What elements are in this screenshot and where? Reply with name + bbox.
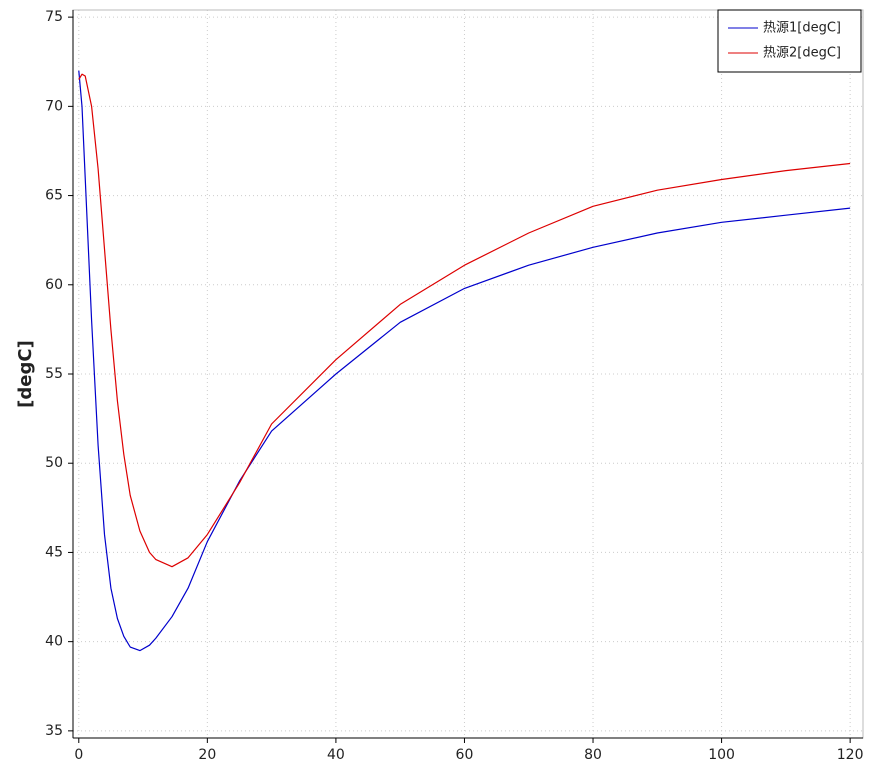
legend-box xyxy=(717,9,862,73)
x-tick-label: 60 xyxy=(456,747,474,763)
y-tick-label: 60 xyxy=(45,277,63,293)
y-tick-label: 45 xyxy=(45,544,63,560)
series-line xyxy=(78,70,851,652)
x-tick-label: 100 xyxy=(708,747,735,763)
plot-frame xyxy=(72,9,864,739)
x-tick-label: 0 xyxy=(74,747,83,763)
legend-label: 热源2[degC] xyxy=(763,46,841,61)
x-tick-label: 80 xyxy=(584,747,602,763)
y-tick-label: 55 xyxy=(45,366,63,382)
y-tick-label: 75 xyxy=(45,9,63,25)
y-tick-label: 40 xyxy=(45,634,63,650)
y-axis-label: [degC] xyxy=(15,340,36,408)
x-tick-label: 20 xyxy=(198,747,216,763)
y-tick-label: 65 xyxy=(45,188,63,204)
legend-label: 热源1[degC] xyxy=(763,21,841,36)
y-tick-label: 70 xyxy=(45,98,63,114)
y-tick-label: 50 xyxy=(45,455,63,471)
y-tick-label: 35 xyxy=(45,723,63,739)
x-tick-label: 40 xyxy=(327,747,345,763)
x-tick-label: 120 xyxy=(837,747,864,763)
series-line xyxy=(78,73,851,568)
